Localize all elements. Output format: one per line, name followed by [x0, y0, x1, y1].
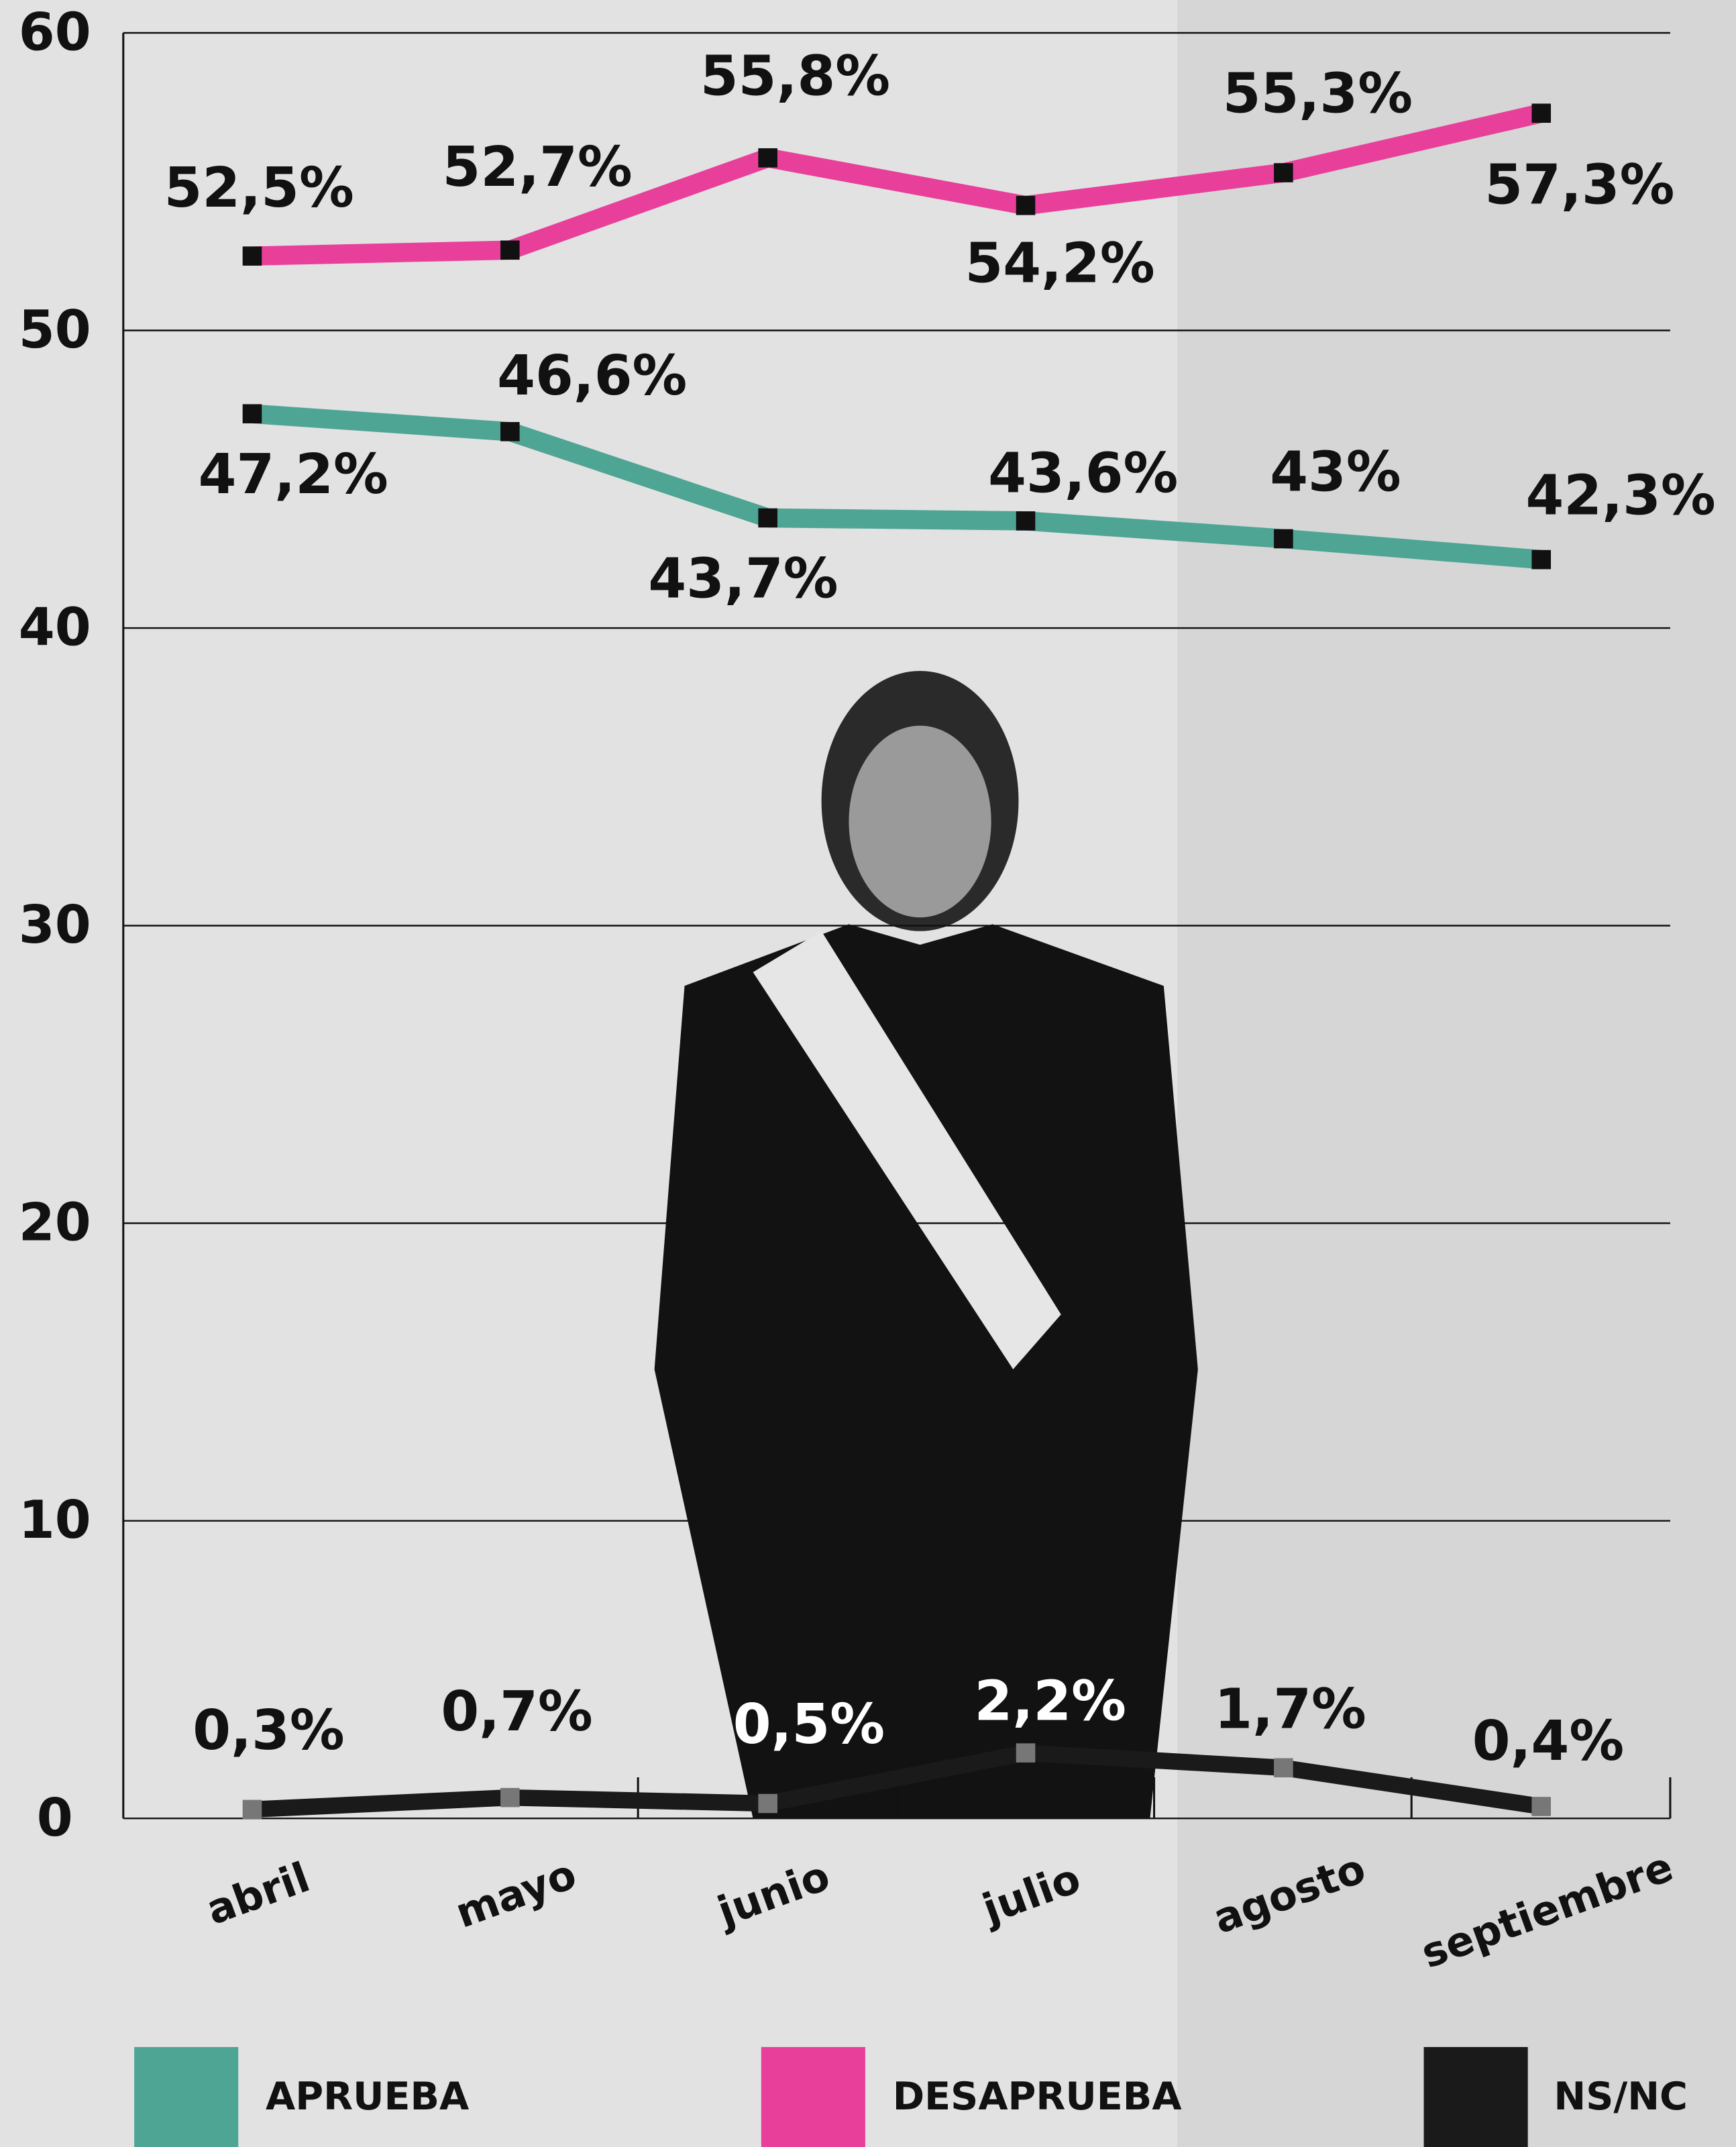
point-marker — [242, 1799, 262, 1820]
data-label: 2,2% — [975, 1670, 1126, 1734]
data-label: 43,6% — [988, 442, 1178, 506]
point-marker — [500, 240, 520, 260]
legend-label: DESAPRUEBA — [893, 2075, 1182, 2119]
data-label: 52,5% — [164, 156, 354, 220]
point-marker — [1016, 511, 1036, 531]
data-label: 57,3% — [1484, 153, 1674, 217]
point-marker — [1274, 163, 1293, 182]
data-label: 43,7% — [648, 547, 838, 611]
y-tick-label: 30 — [19, 895, 91, 955]
legend-label: APRUEBA — [266, 2075, 469, 2119]
background-texture — [1177, 0, 1736, 2147]
data-label: 0,5% — [733, 1693, 885, 1757]
legend-swatch — [1423, 2047, 1528, 2147]
data-label: 43% — [1270, 441, 1401, 505]
point-marker — [1531, 549, 1552, 570]
point-marker — [1531, 103, 1552, 123]
data-label: 47,2% — [199, 443, 388, 507]
y-tick-label: 60 — [19, 3, 91, 63]
point-marker — [1016, 195, 1036, 215]
data-label: 46,6% — [497, 344, 687, 408]
point-marker — [758, 508, 777, 528]
y-tick-label: 20 — [19, 1193, 91, 1253]
data-label: 0,4% — [1472, 1710, 1624, 1773]
point-marker — [1274, 1758, 1293, 1778]
series-line — [242, 103, 1552, 266]
point-marker — [242, 404, 262, 423]
point-marker — [758, 148, 777, 168]
series-line — [242, 404, 1552, 570]
point-marker — [500, 1787, 520, 1808]
point-marker — [1274, 529, 1293, 549]
point-marker — [1531, 1797, 1552, 1816]
legend-swatch — [134, 2047, 239, 2147]
point-marker — [242, 246, 262, 266]
point-marker — [758, 1793, 777, 1814]
series-line — [243, 1744, 1550, 1818]
data-label: 0,7% — [441, 1680, 592, 1744]
data-label: 54,2% — [965, 232, 1154, 296]
data-label: 55,8% — [700, 44, 890, 108]
y-tick-label: 10 — [19, 1490, 91, 1551]
data-label: 52,7% — [443, 136, 633, 199]
y-tick-label: 0 — [37, 1788, 73, 1848]
data-label: 1,7% — [1214, 1678, 1366, 1742]
data-label: 55,3% — [1223, 62, 1413, 126]
legend-label: NS/NC — [1554, 2075, 1688, 2119]
data-label: 42,3% — [1526, 464, 1716, 528]
y-tick-label: 40 — [19, 598, 91, 658]
photo-silhouette — [654, 671, 1198, 1819]
data-label: 0,3% — [193, 1699, 344, 1763]
point-marker — [500, 422, 520, 441]
legend-swatch — [761, 2047, 865, 2147]
y-tick-label: 50 — [19, 300, 91, 360]
point-marker — [1016, 1743, 1036, 1763]
